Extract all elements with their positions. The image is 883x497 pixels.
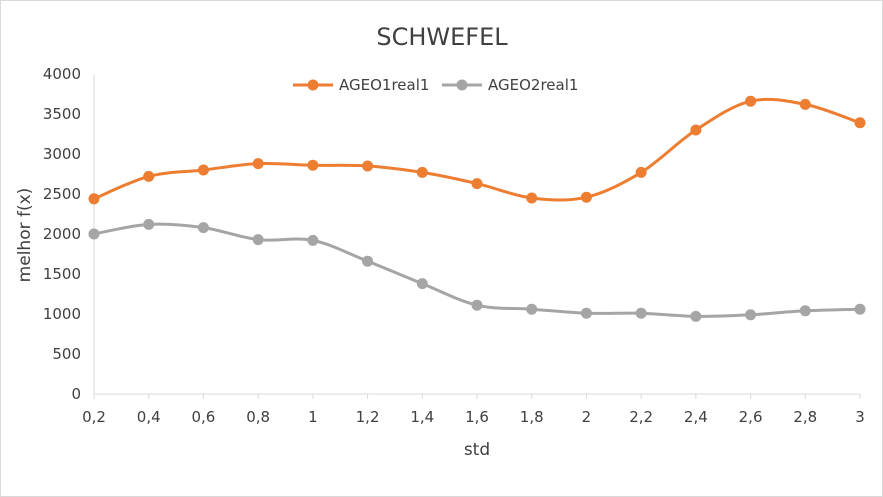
y-tick-label: 1500 <box>43 265 81 283</box>
data-point <box>580 307 592 319</box>
legend-label: AGEO1real1 <box>339 76 429 94</box>
x-tick-label: 2,6 <box>739 408 763 426</box>
x-axis-label: std <box>464 440 490 460</box>
data-point <box>416 166 428 178</box>
legend: AGEO1real1 AGEO2real1 <box>293 76 578 94</box>
x-tick-label: 3 <box>855 408 865 426</box>
x-tick-label: 2,2 <box>629 408 653 426</box>
y-tick-label: 1000 <box>43 305 81 323</box>
series-AGEO2real1 <box>88 218 866 322</box>
x-tick-label: 0,8 <box>246 408 270 426</box>
data-point <box>88 228 100 240</box>
data-point <box>252 234 264 246</box>
y-axis-label: melhor f(x) <box>15 188 35 283</box>
legend-marker <box>456 79 468 91</box>
y-tick-label: 500 <box>52 345 81 363</box>
data-point <box>362 255 374 267</box>
data-point <box>635 166 647 178</box>
x-tick-label: 0,4 <box>137 408 161 426</box>
data-point <box>799 98 811 110</box>
data-point <box>526 303 538 315</box>
x-tick-label: 1,2 <box>356 408 380 426</box>
data-point <box>362 160 374 172</box>
data-point <box>143 170 155 182</box>
data-point <box>690 124 702 136</box>
legend-marker <box>307 79 319 91</box>
data-point <box>635 307 647 319</box>
x-tick-label: 0,2 <box>82 408 106 426</box>
x-tick-label: 1,4 <box>410 408 434 426</box>
x-tick-label: 1,6 <box>465 408 489 426</box>
data-point <box>799 305 811 317</box>
series-group <box>88 95 866 322</box>
y-tick-label: 2000 <box>43 225 81 243</box>
data-point <box>252 158 264 170</box>
data-point <box>197 222 209 234</box>
chart-title: SCHWEFEL <box>376 23 508 51</box>
data-point <box>745 309 757 321</box>
data-point <box>471 299 483 311</box>
data-point <box>745 95 757 107</box>
x-tick-label: 1,8 <box>520 408 544 426</box>
y-tick-label: 3000 <box>43 145 81 163</box>
data-point <box>690 310 702 322</box>
x-tick-label: 2,8 <box>793 408 817 426</box>
x-tick-label: 2 <box>582 408 592 426</box>
series-AGEO1real1 <box>88 95 866 205</box>
data-point <box>854 303 866 315</box>
y-tick-label: 0 <box>71 385 81 403</box>
data-point <box>197 164 209 176</box>
data-point <box>307 159 319 171</box>
y-tick-label: 4000 <box>43 65 81 83</box>
data-point <box>307 234 319 246</box>
y-tick-label: 3500 <box>43 105 81 123</box>
legend-item: AGEO2real1 <box>442 76 578 94</box>
data-point <box>471 178 483 190</box>
legend-label: AGEO2real1 <box>488 76 578 94</box>
data-point <box>416 278 428 290</box>
x-tick-label: 1 <box>308 408 318 426</box>
data-point <box>526 192 538 204</box>
legend-item: AGEO1real1 <box>293 76 429 94</box>
data-point <box>854 117 866 129</box>
y-axis: 0 500 1000 1500 2000 2500 3000 3500 4000 <box>43 65 81 403</box>
x-tick-label: 0,6 <box>191 408 215 426</box>
x-axis: 0,2 0,4 0,6 0,8 1 1,2 1,4 1,6 1,8 2 2,2 2,4 2,6 2,8 3 <box>82 394 865 426</box>
data-point <box>143 218 155 230</box>
x-tick-label: 2,4 <box>684 408 708 426</box>
data-point <box>580 191 592 203</box>
data-point <box>88 193 100 205</box>
y-tick-label: 2500 <box>43 185 81 203</box>
